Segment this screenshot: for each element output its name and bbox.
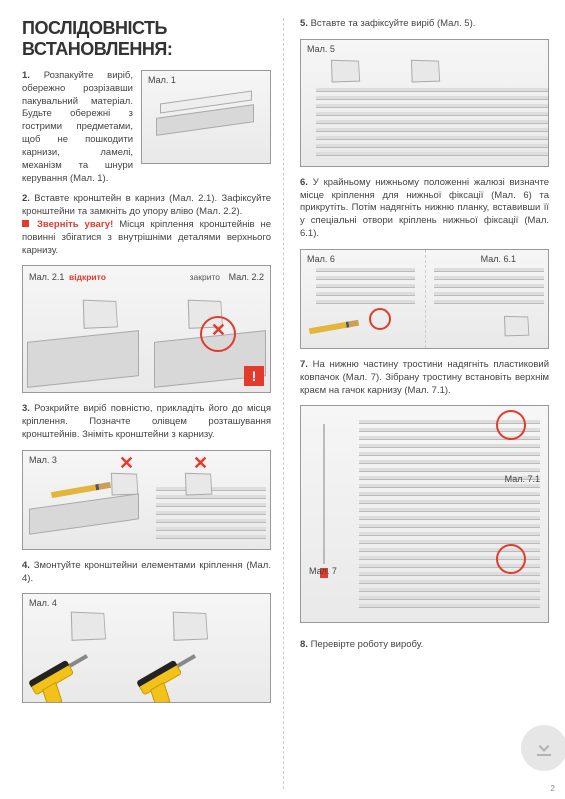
figure-7-1-label: Мал. 7.1 [505, 474, 540, 484]
step-2-warn-label: Зверніть увагу! [37, 219, 113, 230]
figure-7-label: Мал. 7 [309, 566, 337, 576]
figure-3-label: Мал. 3 [29, 455, 57, 465]
step-3-num: 3. [22, 403, 30, 414]
step-4-num: 4. [22, 560, 30, 571]
step-8-body: Перевірте роботу виробу. [311, 639, 424, 650]
step-1-text: 1. Розпакуйте виріб, обережно розрізавши… [22, 70, 133, 185]
drill-icon [136, 655, 200, 703]
step-1-num: 1. [22, 70, 30, 81]
step-4-body: Змонтуйте кронштейни елементами кріпленн… [22, 560, 271, 584]
figure-6-label: Мал. 6 [307, 254, 335, 264]
figure-6: Мал. 6 Мал. 6.1 [300, 249, 549, 349]
x-mark-icon: ✕ [119, 453, 134, 474]
warning-icon: ! [244, 366, 264, 386]
step-7-num: 7. [300, 359, 308, 370]
page-title: ПОСЛІДОВНІСТЬ ВСТАНОВЛЕННЯ: [22, 18, 271, 60]
step-7-body: На нижню частину тростини надягніть плас… [300, 359, 549, 396]
figure-6-1-label: Мал. 6.1 [481, 254, 516, 264]
figure-1: Мал. 1 [141, 70, 271, 164]
figure-5-label: Мал. 5 [307, 44, 335, 54]
label-open: відкрито [69, 272, 106, 282]
step-1-body: Розпакуйте виріб, обережно розрізавши па… [22, 70, 133, 184]
step-5-num: 5. [300, 18, 308, 29]
step-7-text: 7. На нижню частину тростини надягніть п… [300, 359, 549, 397]
figure-4-label: Мал. 4 [29, 598, 57, 608]
figure-4: Мал. 4 [22, 593, 271, 703]
step-3-body: Розкрийте виріб повністю, прикладіть йог… [22, 403, 271, 440]
step-6-text: 6. У крайньому нижньому положенні жалюзі… [300, 177, 549, 241]
download-watermark-icon [521, 725, 565, 771]
step-3-text: 3. Розкрийте виріб повністю, прикладіть … [22, 403, 271, 441]
figure-3: Мал. 3 ✕ ✕ [22, 450, 271, 550]
figure-7: Мал. 7 Мал. 7.1 [300, 405, 549, 623]
drill-icon [28, 655, 92, 703]
column-divider [283, 18, 284, 789]
warn-icon [22, 220, 29, 227]
step-5-text: 5. Вставте та зафіксуйте виріб (Мал. 5). [300, 18, 549, 31]
step-6-body: У крайньому нижньому положенні жалюзі ви… [300, 177, 549, 239]
x-mark-icon: ✕ [211, 320, 226, 341]
figure-2: Мал. 2.1 Мал. 2.2 відкрито закрито ✕ ! [22, 265, 271, 393]
step-6-num: 6. [300, 177, 308, 188]
figure-2-2-label: Мал. 2.2 [229, 272, 264, 282]
step-8-text: 8. Перевірте роботу виробу. [300, 639, 549, 652]
page-number: 2 [551, 784, 555, 793]
figure-2-1-label: Мал. 2.1 [29, 272, 64, 282]
step-4-text: 4. Змонтуйте кронштейни елементами кріпл… [22, 560, 271, 586]
step-8-num: 8. [300, 639, 308, 650]
figure-5: Мал. 5 [300, 39, 549, 167]
step-2-body: Вставте кронштейн в карниз (Мал. 2.1). З… [22, 193, 271, 217]
step-5-body: Вставте та зафіксуйте виріб (Мал. 5). [311, 18, 476, 29]
figure-1-label: Мал. 1 [148, 75, 176, 85]
label-closed: закрито [190, 272, 220, 282]
step-2-num: 2. [22, 193, 30, 204]
step-2-text: 2. Вставте кронштейн в карниз (Мал. 2.1)… [22, 193, 271, 257]
x-mark-icon: ✕ [193, 453, 208, 474]
